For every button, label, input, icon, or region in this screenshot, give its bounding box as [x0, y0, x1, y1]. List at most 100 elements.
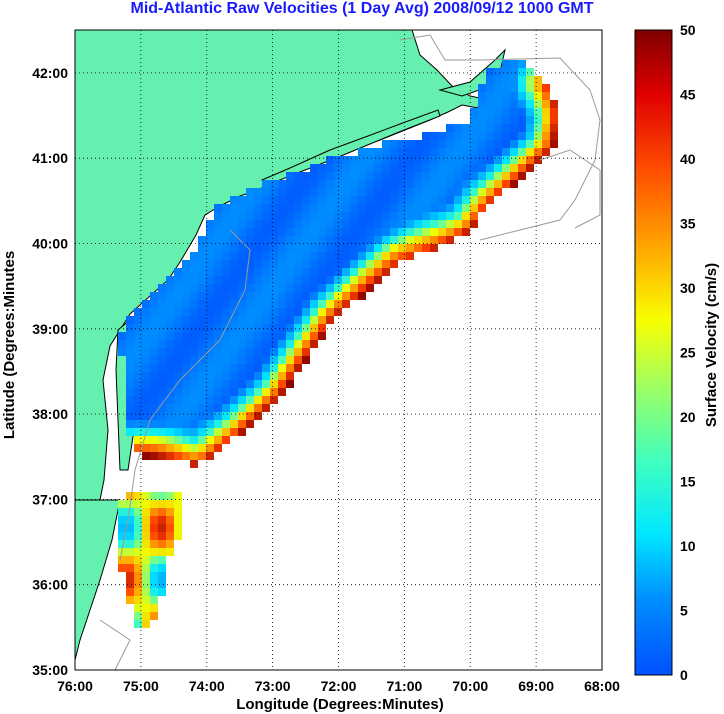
velocity-cell	[302, 196, 310, 204]
velocity-cell	[286, 364, 294, 372]
velocity-cell	[550, 132, 558, 140]
velocity-cell	[286, 252, 294, 260]
velocity-cell	[126, 388, 134, 396]
velocity-cell	[134, 388, 142, 396]
velocity-cell	[334, 228, 342, 236]
velocity-cell	[454, 156, 462, 164]
velocity-cell	[206, 348, 214, 356]
velocity-cell	[494, 76, 502, 84]
velocity-cell	[470, 196, 478, 204]
velocity-cell	[174, 356, 182, 364]
velocity-cell	[126, 580, 134, 588]
velocity-cell	[286, 212, 294, 220]
velocity-cell	[526, 108, 534, 116]
velocity-cell	[446, 164, 454, 172]
velocity-cell	[158, 316, 166, 324]
velocity-cell	[134, 348, 142, 356]
velocity-cell	[366, 236, 374, 244]
velocity-cell	[334, 196, 342, 204]
velocity-cell	[446, 148, 454, 156]
velocity-cell	[374, 276, 382, 284]
velocity-cell	[182, 348, 190, 356]
velocity-cell	[142, 316, 150, 324]
colorbar-tick-label: 35	[680, 216, 696, 232]
velocity-cell	[294, 308, 302, 316]
velocity-cell	[230, 380, 238, 388]
velocity-cell	[310, 300, 318, 308]
velocity-cell	[270, 276, 278, 284]
velocity-cell	[222, 380, 230, 388]
velocity-cell	[262, 188, 270, 196]
velocity-cell	[142, 308, 150, 316]
velocity-cell	[318, 324, 326, 332]
velocity-cell	[230, 420, 238, 428]
velocity-cell	[158, 524, 166, 532]
velocity-cell	[470, 108, 478, 116]
velocity-cell	[150, 324, 158, 332]
velocity-cell	[182, 356, 190, 364]
velocity-cell	[166, 340, 174, 348]
velocity-cell	[214, 260, 222, 268]
velocity-cell	[318, 268, 326, 276]
velocity-cell	[302, 300, 310, 308]
velocity-cell	[126, 508, 134, 516]
velocity-cell	[214, 364, 222, 372]
velocity-cell	[150, 516, 158, 524]
velocity-cell	[414, 204, 422, 212]
velocity-cell	[318, 228, 326, 236]
velocity-cell	[182, 276, 190, 284]
velocity-cell	[366, 260, 374, 268]
velocity-cell	[262, 364, 270, 372]
velocity-cell	[478, 188, 486, 196]
velocity-cell	[310, 220, 318, 228]
velocity-cell	[406, 204, 414, 212]
velocity-cell	[462, 212, 470, 220]
velocity-cell	[430, 132, 438, 140]
velocity-cell	[414, 156, 422, 164]
velocity-cell	[438, 148, 446, 156]
velocity-cell	[334, 252, 342, 260]
velocity-cell	[142, 572, 150, 580]
velocity-cell	[262, 260, 270, 268]
velocity-cell	[438, 204, 446, 212]
velocity-cell	[150, 556, 158, 564]
velocity-cell	[310, 308, 318, 316]
velocity-cell	[310, 228, 318, 236]
velocity-cell	[214, 204, 222, 212]
velocity-cell	[382, 252, 390, 260]
velocity-cell	[262, 396, 270, 404]
velocity-cell	[502, 92, 510, 100]
velocity-cell	[126, 428, 134, 436]
velocity-cell	[302, 268, 310, 276]
velocity-cell	[454, 140, 462, 148]
velocity-cell	[206, 292, 214, 300]
velocity-cell	[254, 236, 262, 244]
velocity-cell	[214, 252, 222, 260]
velocity-cell	[246, 380, 254, 388]
velocity-cell	[462, 156, 470, 164]
velocity-cell	[190, 412, 198, 420]
velocity-cell	[382, 172, 390, 180]
velocity-cell	[238, 428, 246, 436]
velocity-cell	[182, 284, 190, 292]
velocity-cell	[246, 340, 254, 348]
velocity-cell	[302, 236, 310, 244]
colorbar-tick-label: 0	[680, 667, 688, 683]
velocity-cell	[430, 140, 438, 148]
velocity-cell	[214, 444, 222, 452]
bathymetry-contours	[99, 34, 601, 671]
velocity-cell	[214, 356, 222, 364]
velocity-cell	[246, 268, 254, 276]
velocity-cell	[278, 284, 286, 292]
velocity-cell	[222, 332, 230, 340]
velocity-cell	[326, 164, 334, 172]
velocity-cell	[286, 308, 294, 316]
velocity-cell	[390, 196, 398, 204]
velocity-cell	[382, 196, 390, 204]
velocity-cell	[150, 348, 158, 356]
velocity-cell	[118, 524, 126, 532]
velocity-cell	[190, 380, 198, 388]
velocity-cell	[398, 188, 406, 196]
velocity-cell	[486, 124, 494, 132]
velocity-cell	[134, 308, 142, 316]
